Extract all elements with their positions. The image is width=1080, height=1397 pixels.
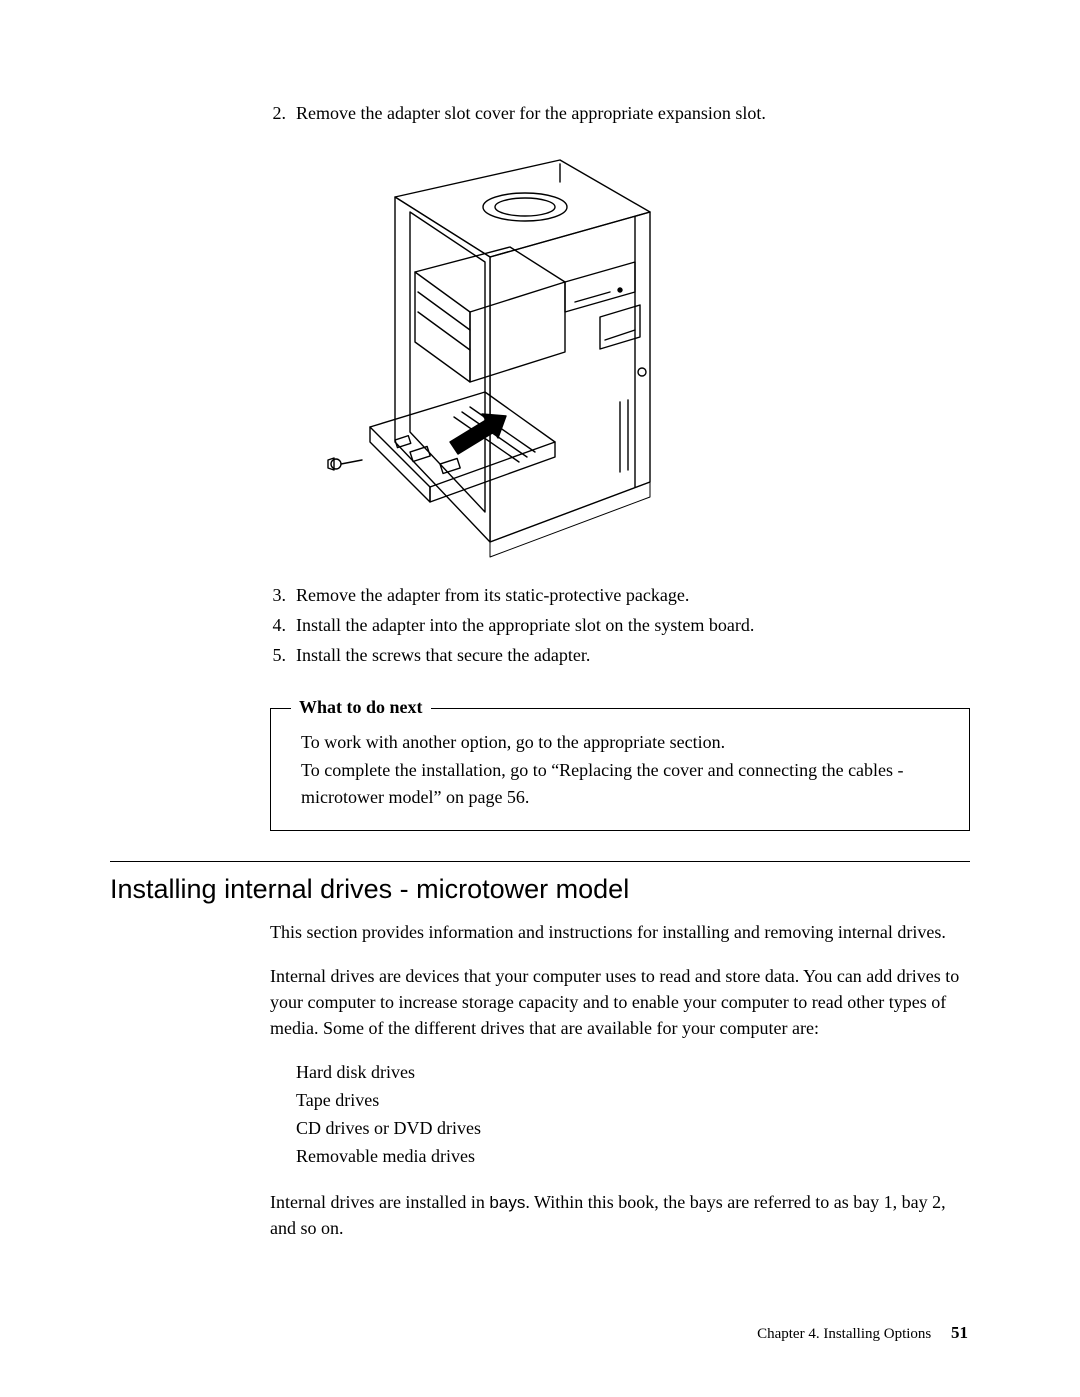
box-line-2: To complete the installation, go to “Rep… [301, 757, 947, 809]
instruction-step: 3.Remove the adapter from its static-pro… [270, 582, 970, 608]
step-text: Remove the adapter slot cover for the ap… [296, 100, 970, 126]
footer-chapter: Chapter 4. Installing Options [757, 1326, 931, 1342]
step-number: 2. [270, 100, 296, 126]
drive-list-item: Tape drives [296, 1087, 970, 1115]
box-title: What to do next [291, 697, 431, 718]
footer-page-number: 51 [951, 1323, 968, 1342]
page-footer: Chapter 4. Installing Options 51 [757, 1323, 968, 1343]
step-number: 3. [270, 582, 296, 608]
step-text: Install the adapter into the appropriate… [296, 612, 970, 638]
para3-pre: Internal drives are installed in [270, 1192, 489, 1212]
instruction-step: 2.Remove the adapter slot cover for the … [270, 100, 970, 126]
intro-paragraph-1: This section provides information and in… [270, 919, 970, 945]
computer-tower-diagram [300, 142, 970, 562]
what-to-do-next-box: What to do next To work with another opt… [270, 708, 970, 830]
step-text: Install the screws that secure the adapt… [296, 642, 970, 668]
instruction-step: 4.Install the adapter into the appropria… [270, 612, 970, 638]
instruction-step: 5.Install the screws that secure the ada… [270, 642, 970, 668]
section-divider [110, 861, 970, 862]
intro-paragraph-2: Internal drives are devices that your co… [270, 963, 970, 1041]
step-text: Remove the adapter from its static-prote… [296, 582, 970, 608]
section-heading: Installing internal drives - microtower … [110, 874, 970, 905]
box-line-1: To work with another option, go to the a… [301, 729, 947, 755]
bays-word: bays [489, 1193, 525, 1212]
bays-paragraph: Internal drives are installed in bays. W… [270, 1189, 970, 1242]
drive-list-item: Hard disk drives [296, 1059, 970, 1087]
step-number: 4. [270, 612, 296, 638]
drive-list-item: CD drives or DVD drives [296, 1115, 970, 1143]
drive-list-item: Removable media drives [296, 1143, 970, 1171]
step-number: 5. [270, 642, 296, 668]
